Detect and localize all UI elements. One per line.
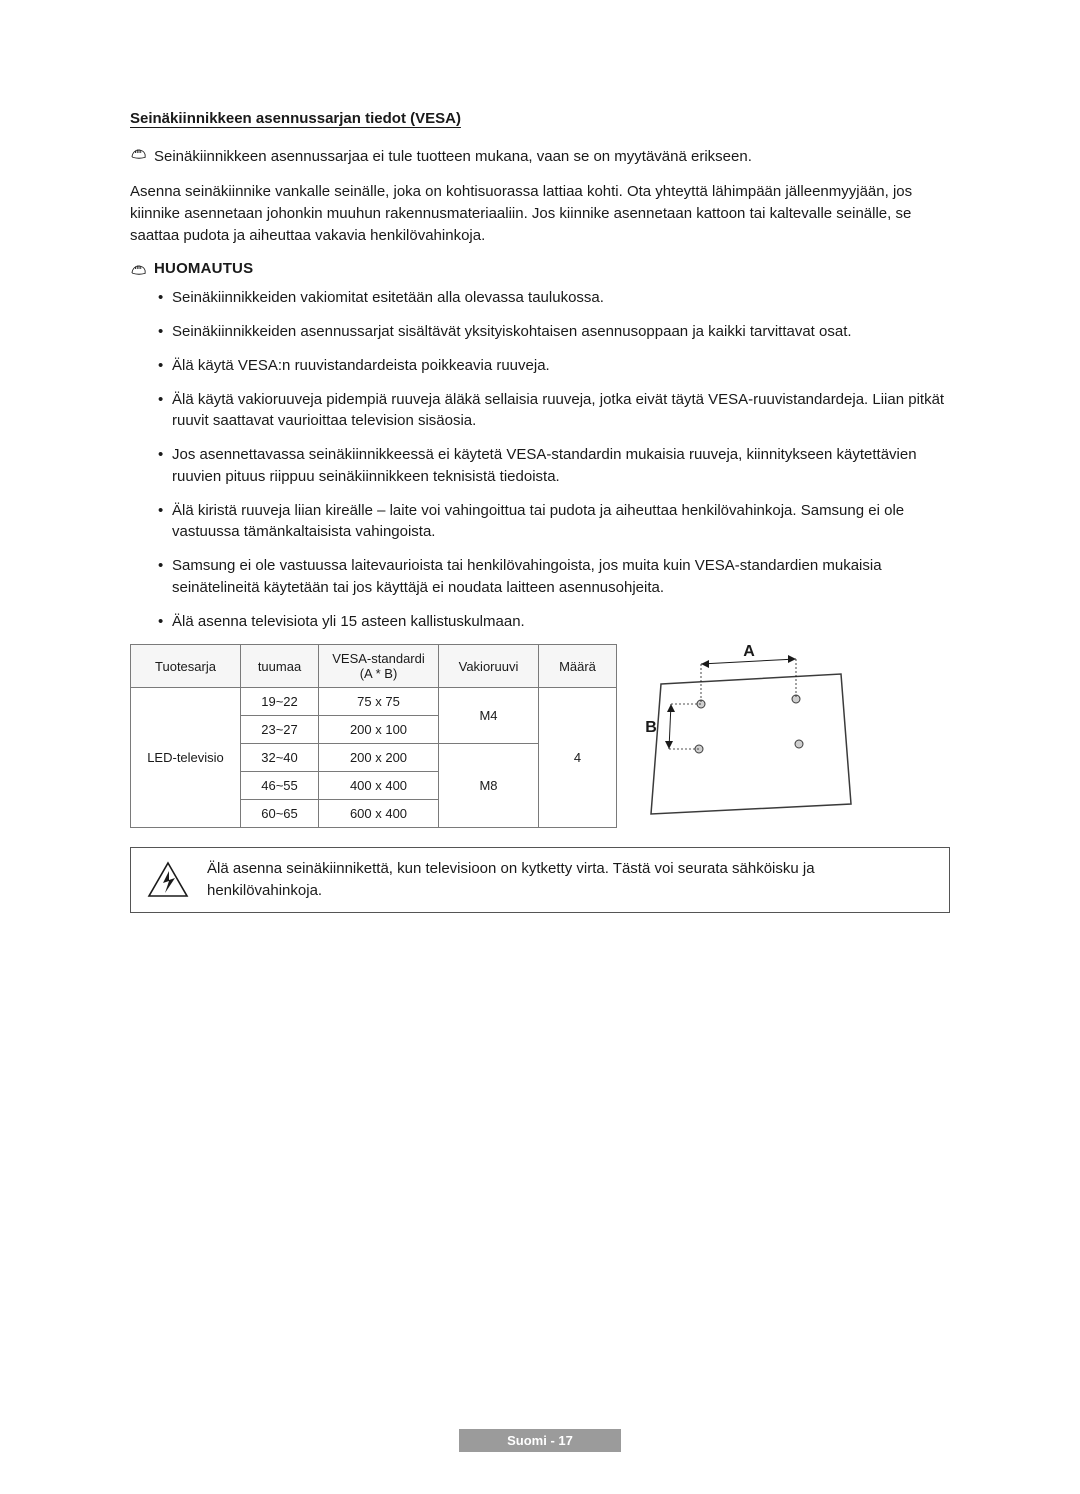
warning-text: Älä asenna seinäkiinnikettä, kun televis… <box>207 858 933 902</box>
vesa-diagram: A B <box>631 644 861 829</box>
notice-row: HUOMAUTUS <box>130 260 950 277</box>
list-item: Samsung ei ole vastuussa laitevaurioista… <box>158 555 950 599</box>
list-item: Seinäkiinnikkeiden vakiomitat esitetään … <box>158 287 950 309</box>
col-header: Tuotesarja <box>131 645 241 688</box>
list-item: Jos asennettavassa seinäkiinnikkeessä ei… <box>158 444 950 488</box>
vesa-table: Tuotesarja tuumaa VESA-standardi (A * B)… <box>130 644 617 828</box>
cell-vesa: 75 x 75 <box>319 688 439 716</box>
cell-inches: 32~40 <box>241 744 319 772</box>
cell-vesa: 200 x 100 <box>319 716 439 744</box>
section-title: Seinäkiinnikkeen asennussarjan tiedot (V… <box>130 110 461 127</box>
cell-qty: 4 <box>539 688 617 828</box>
install-paragraph: Asenna seinäkiinnike vankalle seinälle, … <box>130 181 950 246</box>
page-number-pill: Suomi - 17 <box>459 1429 621 1452</box>
cell-vesa: 400 x 400 <box>319 772 439 800</box>
list-item: Seinäkiinnikkeiden asennussarjat sisältä… <box>158 321 950 343</box>
arrow-right-icon <box>788 655 796 663</box>
cell-screw-m8: M8 <box>439 744 539 828</box>
cell-screw-m4: M4 <box>439 688 539 744</box>
col-header: Määrä <box>539 645 617 688</box>
table-diagram-row: Tuotesarja tuumaa VESA-standardi (A * B)… <box>130 644 950 829</box>
hand-note-icon <box>130 146 148 160</box>
col-header: tuumaa <box>241 645 319 688</box>
cell-inches: 23~27 <box>241 716 319 744</box>
notice-bullet-list: Seinäkiinnikkeiden vakiomitat esitetään … <box>130 287 950 632</box>
intro-note-text: Seinäkiinnikkeen asennussarjaa ei tule t… <box>154 146 752 167</box>
list-item: Älä käytä VESA:n ruuvistandardeista poik… <box>158 355 950 377</box>
cell-vesa: 200 x 200 <box>319 744 439 772</box>
tv-panel-shape <box>651 674 851 814</box>
intro-note-row: Seinäkiinnikkeen asennussarjaa ei tule t… <box>130 146 950 167</box>
arrow-left-icon <box>701 660 709 668</box>
screw-hole-icon <box>795 740 803 748</box>
electric-hazard-icon <box>147 861 189 899</box>
table-header-row: Tuotesarja tuumaa VESA-standardi (A * B)… <box>131 645 617 688</box>
warning-box: Älä asenna seinäkiinnikettä, kun televis… <box>130 847 950 913</box>
col-header: Vakioruuvi <box>439 645 539 688</box>
cell-vesa: 600 x 400 <box>319 800 439 828</box>
diagram-label-a: A <box>743 644 755 660</box>
hand-note-icon <box>130 262 148 276</box>
table-row: LED-televisio 19~22 75 x 75 M4 4 <box>131 688 617 716</box>
list-item: Älä käytä vakioruuveja pidempiä ruuveja … <box>158 389 950 433</box>
list-item: Älä asenna televisiota yli 15 asteen kal… <box>158 611 950 633</box>
cell-inches: 60~65 <box>241 800 319 828</box>
col-header: VESA-standardi (A * B) <box>319 645 439 688</box>
cell-inches: 19~22 <box>241 688 319 716</box>
notice-label: HUOMAUTUS <box>154 260 253 277</box>
diagram-label-b: B <box>645 719 657 736</box>
cell-product-family: LED-televisio <box>131 688 241 828</box>
page-footer: Suomi - 17 <box>0 1429 1080 1452</box>
cell-inches: 46~55 <box>241 772 319 800</box>
list-item: Älä kiristä ruuveja liian kireälle – lai… <box>158 500 950 544</box>
